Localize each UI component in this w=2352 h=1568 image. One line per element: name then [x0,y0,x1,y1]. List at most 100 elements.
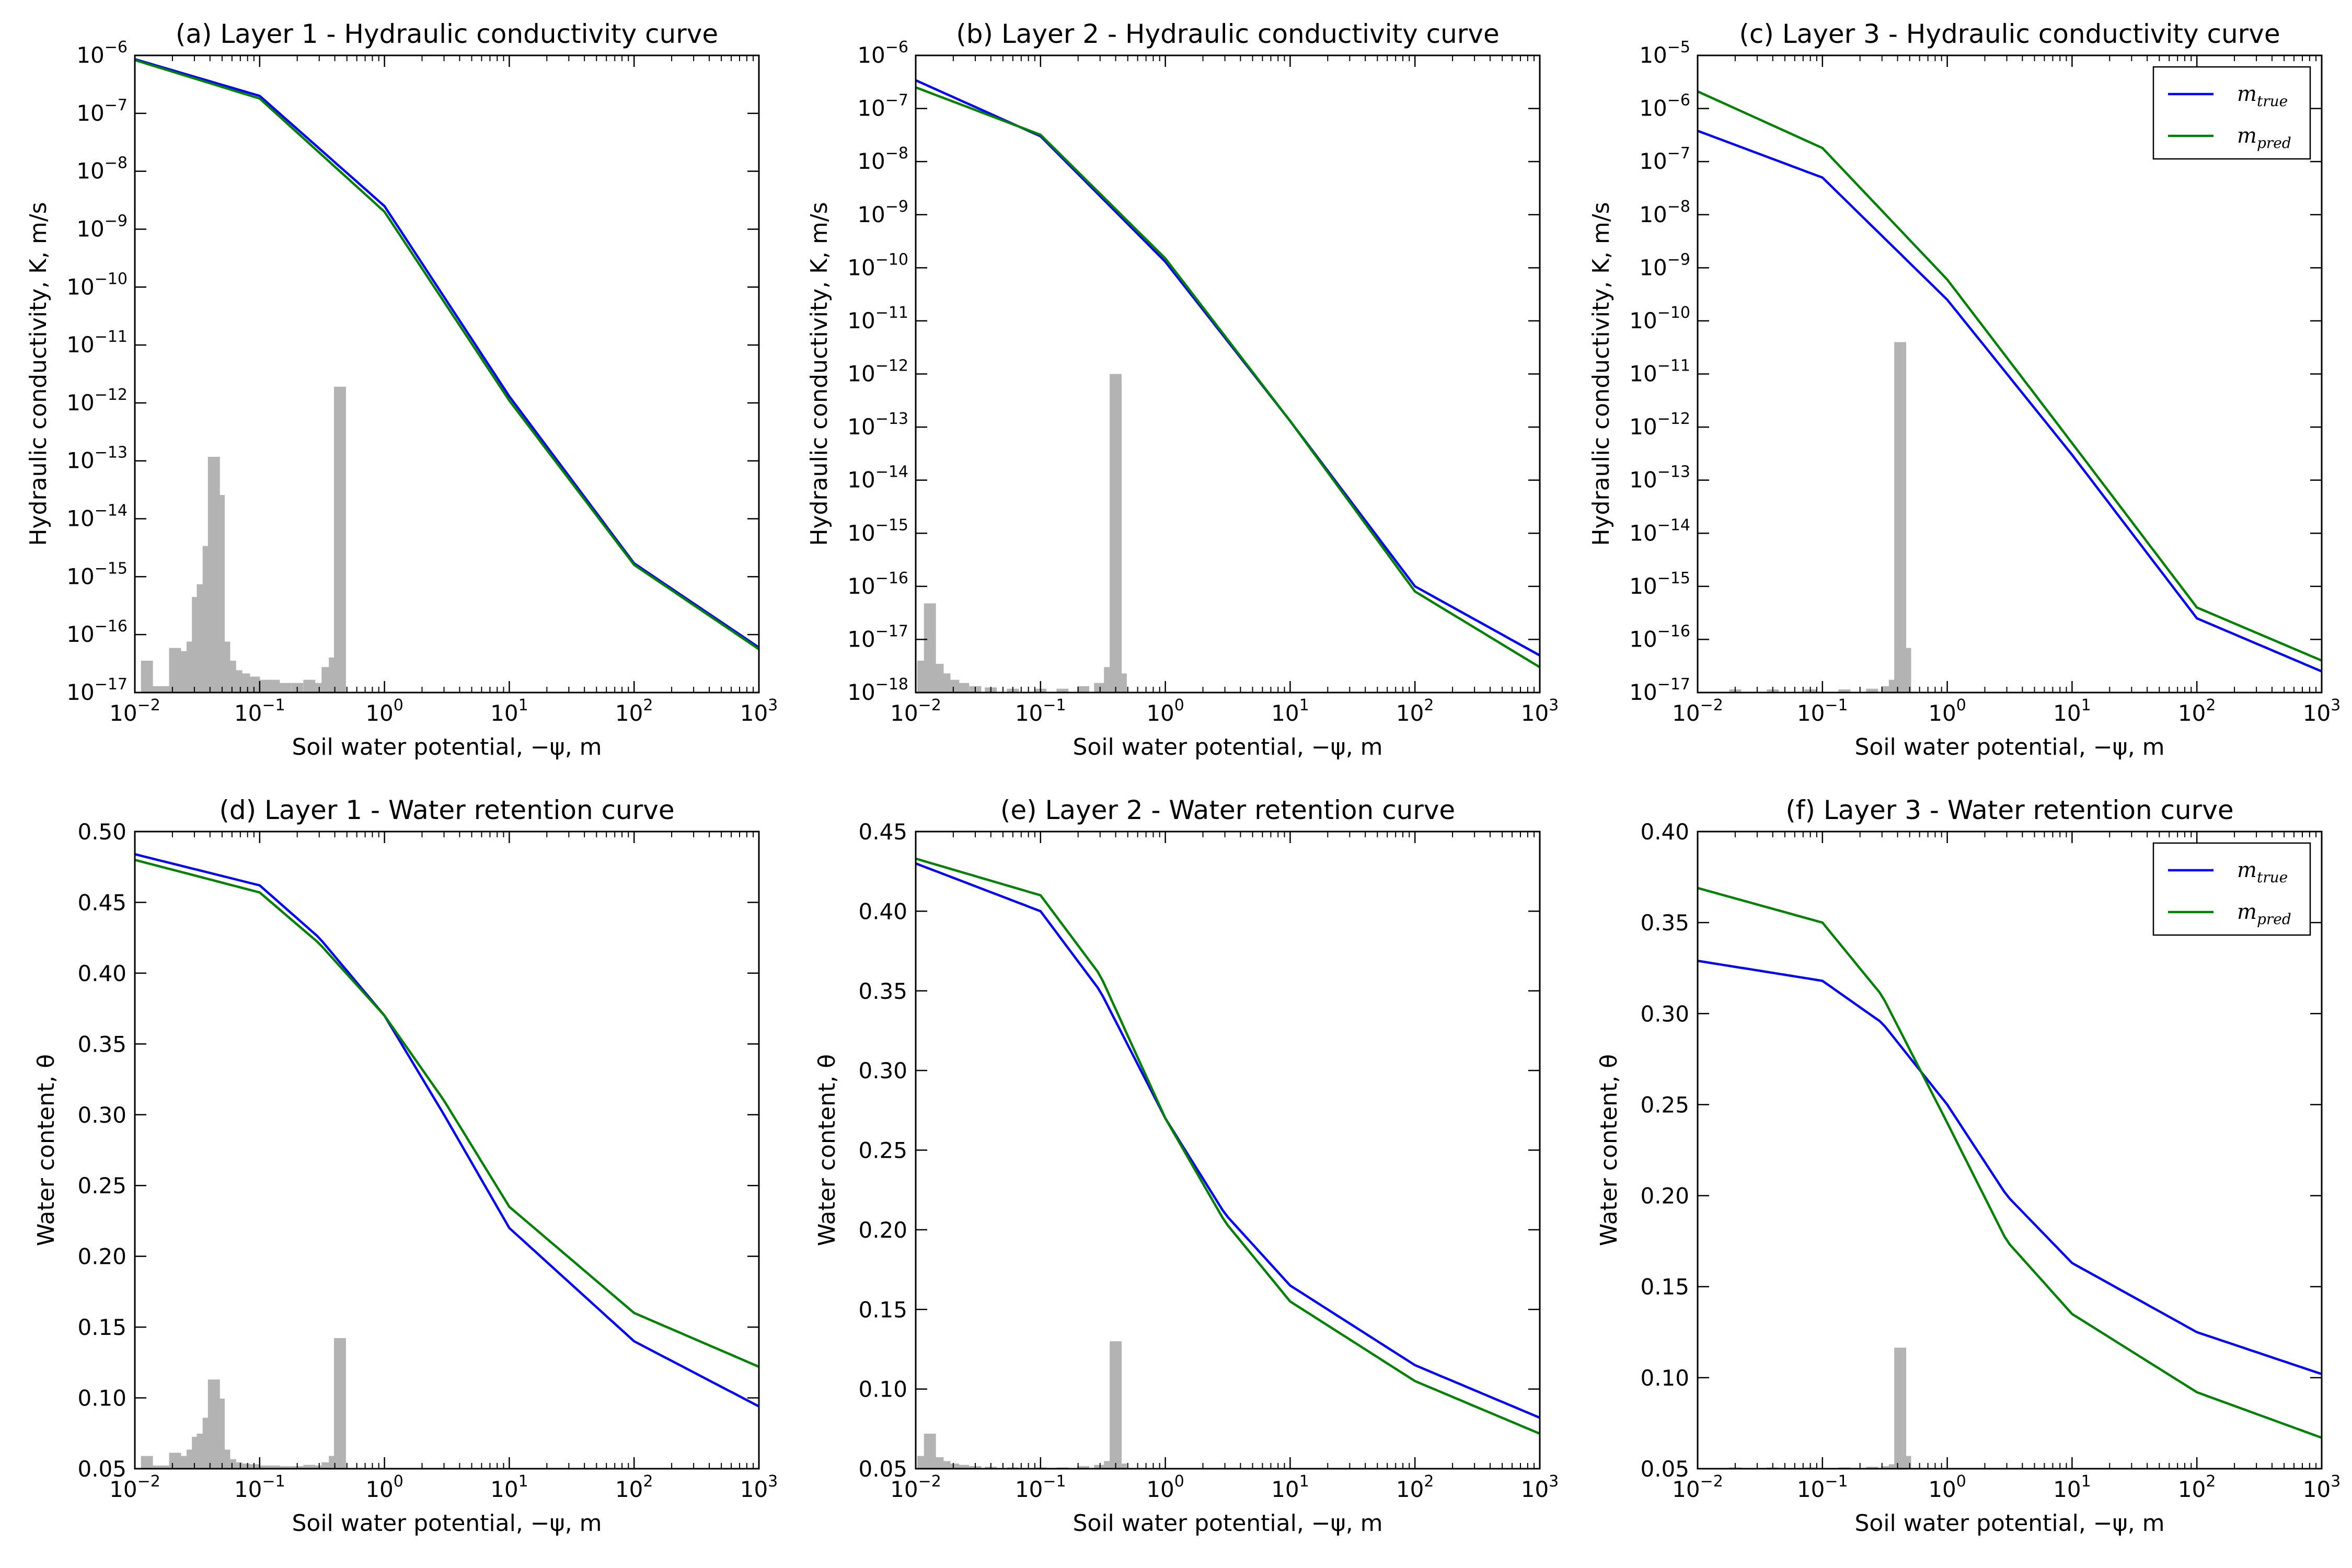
y-tick-label: 0.25 [77,1173,126,1198]
panel-title: (d) Layer 1 - Water retention curve [219,795,674,825]
y-tick-label: 10−12 [847,357,908,387]
x-tick-label: 103 [740,696,778,726]
histogram-bar [279,683,292,693]
series-line-pred [135,859,759,1368]
legend-box [2152,842,2311,936]
histogram-bar [303,679,316,693]
histogram-bar [1866,688,1878,693]
plot-area [135,853,759,1469]
axes-frame [915,54,1541,694]
plot-area [1698,90,2322,693]
x-tick-label: 103 [740,1472,778,1502]
y-tick-label: 10−16 [847,569,908,599]
x-tick-label: 103 [2303,1472,2341,1502]
x-tick-label: 100 [365,1472,403,1502]
x-tick-label: 102 [615,1472,653,1502]
legend-label-true: mtrue [2237,82,2288,110]
x-tick-label: 101 [2053,696,2091,726]
x-tick-label: 101 [490,696,528,726]
series-line-pred [916,86,1540,668]
y-tick-label: 0.30 [77,1102,126,1128]
y-tick-label: 10−9 [1639,250,1690,280]
series-line-true [1698,130,2322,673]
x-tick-label: 10−2 [890,1472,941,1502]
y-tick-label: 0.05 [858,1456,907,1482]
x-tick-label: 10−2 [109,696,160,726]
plot-area [1698,886,2322,1469]
panel-title: (a) Layer 1 - Hydraulic conductivity cur… [176,19,718,49]
series-line-true [916,79,1540,656]
histogram-bar [333,1338,346,1469]
histogram-bar [1838,689,1851,693]
x-tick-label: 10−2 [890,696,941,726]
series-line-true [135,58,759,649]
y-tick-label: 10−8 [76,154,128,184]
legend-box [2152,66,2311,160]
plot-area [916,79,1540,693]
x-tick-label: 103 [1521,1472,1559,1502]
y-tick-label: 10−5 [1639,38,1690,68]
y-axis-label: Hydraulic conductivity, K, m/s [1588,202,1615,546]
histogram-bar [1110,374,1122,693]
x-tick-label: 102 [1396,696,1434,726]
x-tick-label: 10−1 [234,696,285,726]
y-tick-label: 10−6 [1639,91,1690,121]
y-axis-label: Hydraulic conductivity, K, m/s [25,202,52,546]
y-tick-label: 0.25 [1640,1092,1689,1117]
histogram-bar [169,648,181,693]
panel-d: (d) Layer 1 - Water retention curve Soil… [33,795,778,1537]
y-tick-label: 0.05 [77,1456,126,1482]
x-tick-label: 10−2 [1672,696,1723,726]
x-axis-label: Soil water potential, −ψ, m [1073,1510,1382,1537]
histogram-bar [268,679,280,693]
histogram-bar [160,1465,173,1469]
y-tick-label: 10−7 [76,96,128,126]
histogram-bar [279,1466,292,1469]
y-tick-label: 0.40 [1640,819,1689,845]
histogram-bar [1114,1463,1127,1469]
y-tick-label: 10−11 [1629,357,1690,387]
y-tick-label: 10−17 [847,622,908,652]
y-tick-label: 10−6 [76,38,128,68]
panel-f: (f) Layer 3 - Water retention curve Soil… [1596,795,2341,1537]
histogram-bar [1056,688,1069,693]
y-tick-label: 0.20 [858,1217,907,1243]
histogram-bar [268,1465,280,1469]
histogram-bar [303,1465,316,1469]
x-tick-label: 102 [2178,1472,2216,1502]
y-tick-label: 10−10 [847,250,908,280]
histogram-bar [151,1465,163,1469]
histogram-bar [1077,1466,1090,1469]
y-tick-label: 0.45 [77,890,126,915]
y-tick-label: 0.50 [77,819,126,845]
histogram-bar [1894,342,1907,693]
x-tick-label: 10−1 [1015,696,1066,726]
y-tick-label: 0.35 [77,1031,126,1057]
x-tick-label: 10−1 [234,1472,285,1502]
y-tick-label: 10−13 [1629,463,1690,493]
x-axis-label: Soil water potential, −ψ, m [1854,734,2164,760]
y-tick-label: 0.20 [1640,1183,1689,1209]
y-tick-label: 10−10 [1629,304,1690,333]
y-tick-label: 10−12 [1629,410,1690,440]
histogram-bar [1110,1341,1122,1469]
x-tick-label: 103 [2303,696,2341,726]
histogram-bar [957,683,970,693]
x-tick-label: 100 [1928,696,1966,726]
y-tick-label: 10−16 [1629,622,1690,652]
y-tick-label: 10−10 [66,270,128,299]
histogram-bar [333,386,346,693]
y-tick-label: 10−7 [1639,144,1690,174]
x-tick-label: 10−1 [1797,696,1848,726]
histogram-bar [1899,1456,1911,1469]
y-tick-label: 10−7 [857,91,908,121]
y-tick-label: 0.15 [77,1315,126,1340]
panel-a: (a) Layer 1 - Hydraulic conductivity cur… [25,19,778,760]
y-tick-label: 10−11 [847,304,908,333]
histogram-bar [238,1463,250,1469]
panel-title: (b) Layer 2 - Hydraulic conductivity cur… [956,19,1499,49]
y-tick-label: 10−8 [1639,198,1690,227]
y-tick-label: 0.10 [858,1377,907,1402]
panel-title: (f) Layer 3 - Water retention curve [1785,795,2233,825]
